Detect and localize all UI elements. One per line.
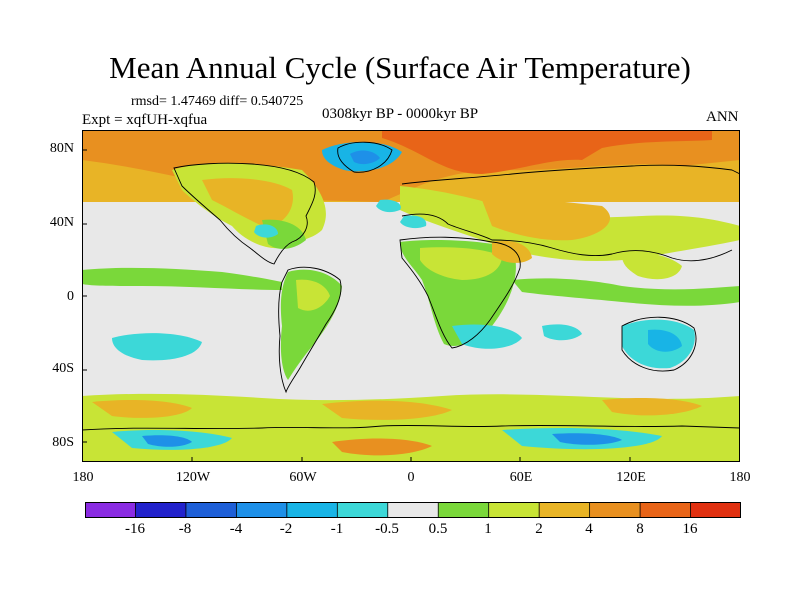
antarctica-blue-east	[552, 433, 622, 445]
lat-label-80s: 80S	[52, 435, 74, 450]
siberia-red	[382, 130, 712, 174]
colorbar-label: -0.5	[375, 521, 399, 537]
central-asia-amber	[482, 198, 611, 241]
colorbar-frame	[85, 502, 741, 518]
indian-ocean-cyan	[542, 324, 582, 341]
north-atlantic-blue	[376, 199, 401, 213]
south-pacific-cyan	[112, 333, 202, 361]
coast-antarctica	[82, 424, 740, 431]
colorbar-swatch	[539, 502, 590, 518]
coast-africa	[399, 236, 521, 349]
greenland-core	[350, 150, 380, 165]
lon-label-0: 0	[407, 470, 415, 485]
europe-patch	[400, 215, 427, 229]
lon-label-60e: 60E	[509, 470, 533, 485]
north-america-amber	[202, 178, 293, 228]
lon-label-120e: 120E	[616, 470, 646, 485]
antarctica-blue-west	[142, 435, 192, 447]
coastlines	[82, 141, 740, 431]
lon-label-180w: 180	[72, 470, 94, 485]
stats-line: rmsd= 1.47469 diff= 0.540725	[131, 94, 304, 109]
colorbar-label: -1	[330, 521, 344, 537]
south-america-yellow	[296, 279, 330, 311]
experiment-label: Expt = xqfUH-xqfua	[82, 112, 208, 128]
colorbar-swatch	[387, 502, 439, 518]
lat-label-0: 0	[67, 289, 74, 304]
australia-blue	[648, 329, 682, 352]
indo-pacific-tropical-band	[512, 278, 740, 306]
colorbar-swatch	[640, 502, 691, 518]
colorbar-swatch	[438, 502, 489, 518]
colorbar-label: 1	[484, 521, 492, 537]
colorbar-swatch	[286, 502, 338, 518]
colorbar-swatch	[135, 502, 187, 518]
southern-ocean-amber-3	[602, 398, 702, 416]
plot-title: Mean Annual Cycle (Surface Air Temperatu…	[109, 50, 691, 85]
arabia-amber	[492, 240, 532, 263]
southern-ocean-amber-2	[322, 400, 452, 420]
coast-south-america	[278, 266, 342, 394]
pacific-tropical-band-north	[82, 267, 282, 290]
antarctica-orange	[332, 438, 432, 456]
colorbar-swatch	[337, 502, 389, 518]
colorbar-swatch	[488, 502, 540, 518]
colorbar-swatch	[185, 502, 237, 518]
colorbar-label: -8	[178, 521, 192, 537]
lat-label-40n: 40N	[49, 215, 74, 230]
maritime-continent-yellow	[622, 253, 682, 280]
colorbar-label: 16	[682, 521, 698, 537]
colorbar-label: 8	[636, 521, 644, 537]
southern-ocean-amber-1	[92, 400, 192, 418]
colorbar-label: -2	[279, 521, 293, 537]
lat-label-40s: 40S	[52, 361, 74, 376]
lat-label-80n: 80N	[49, 141, 74, 156]
coast-australia	[621, 316, 697, 372]
colorbar-swatch	[690, 502, 741, 518]
colorbar	[85, 502, 741, 518]
tropical-cyan-spot	[254, 224, 278, 238]
coast-eurasia	[401, 164, 740, 262]
colorbar-label: 0.5	[428, 521, 448, 537]
lon-label-180e: 180	[729, 470, 751, 485]
season-label: ANN	[706, 109, 739, 125]
coast-north-america	[173, 162, 316, 265]
colorbar-label: -4	[229, 521, 243, 537]
colorbar-label: -16	[125, 521, 145, 537]
sahara-amber	[420, 247, 502, 280]
lon-label-60w: 60W	[289, 470, 317, 485]
colorbar-swatch	[589, 502, 641, 518]
colorbar-label: 4	[585, 521, 593, 537]
map-ticks	[82, 149, 631, 462]
colorbar-swatch	[236, 502, 288, 518]
lon-label-120w: 120W	[175, 470, 211, 485]
south-atlantic-cyan	[452, 324, 522, 349]
coast-greenland	[337, 141, 393, 173]
temperature-anomaly-map	[82, 130, 740, 462]
colorbar-swatch	[85, 502, 136, 518]
period-label: 0308kyr BP - 0000kyr BP	[322, 106, 479, 122]
colorbar-label: 2	[535, 521, 543, 537]
